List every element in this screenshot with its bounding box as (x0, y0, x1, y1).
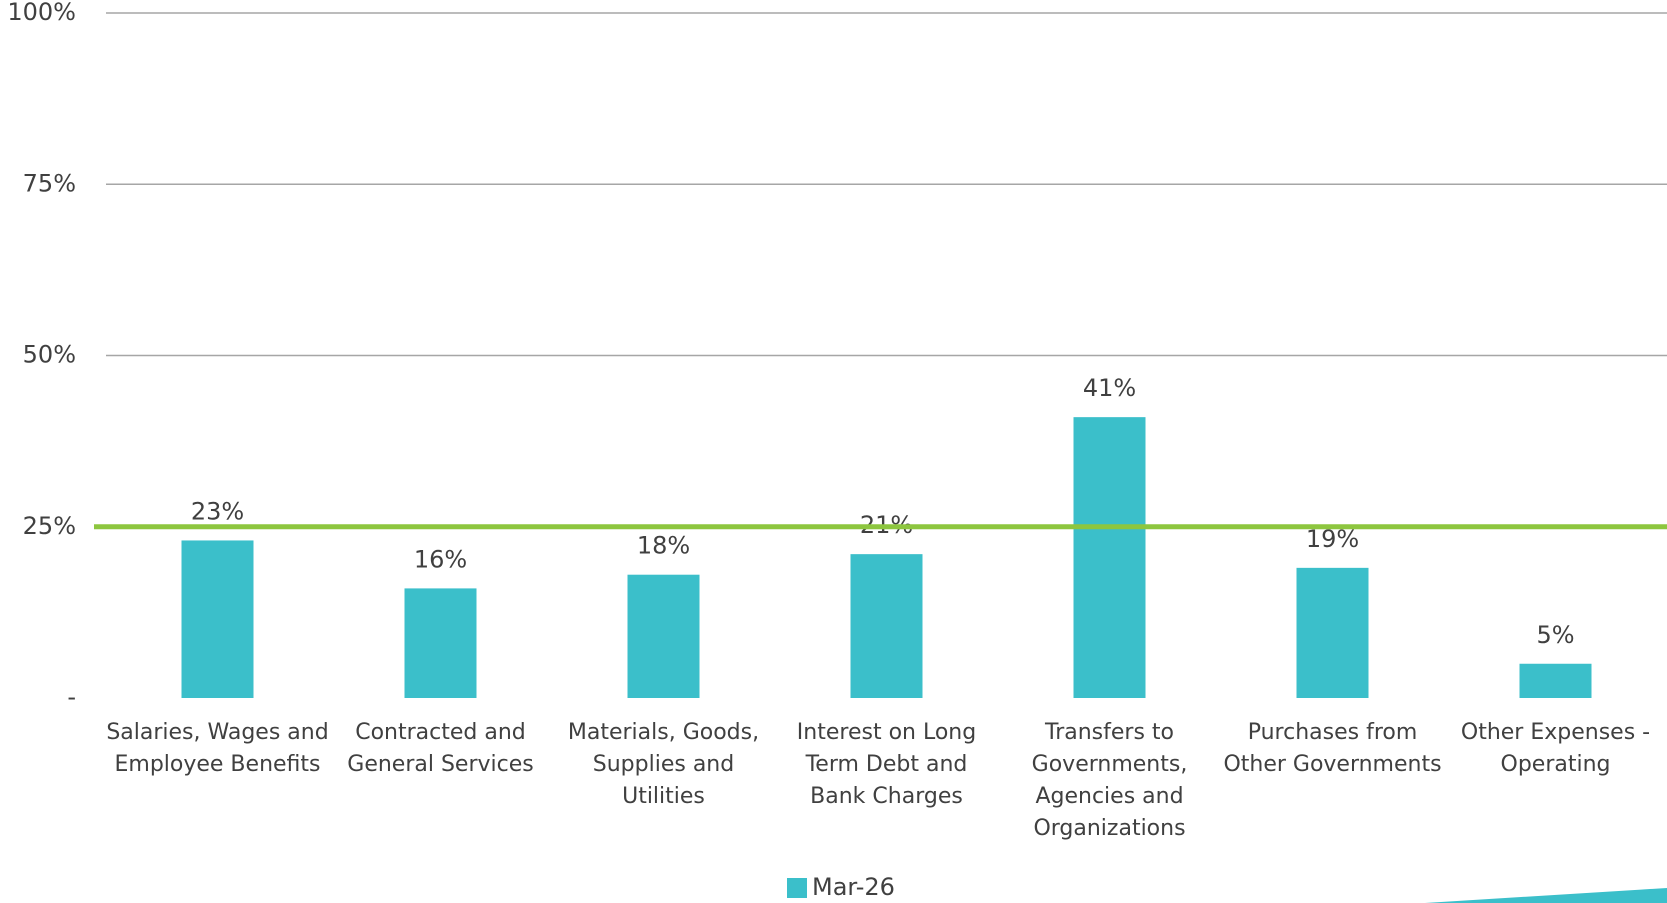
x-tick-label: Interest on Long Term Debt and Bank Char… (796, 720, 977, 809)
data-label: 18% (637, 532, 690, 560)
bar (1296, 567, 1369, 698)
y-tick-label: 75% (23, 169, 76, 197)
decoration (1425, 888, 1667, 903)
data-label: 19% (1306, 525, 1359, 553)
x-tick-label: Materials, Goods, Supplies and Utilities (567, 720, 760, 809)
bar (181, 540, 254, 698)
x-tick-label: Other Expenses - Operating (1460, 720, 1651, 777)
legend-swatch (787, 878, 807, 898)
x-tick-label: Purchases from Other Governments (1223, 720, 1442, 777)
x-tick-label: Transfers to Governments, Agencies and O… (1031, 720, 1188, 841)
bar (850, 554, 923, 698)
bar (1073, 417, 1146, 698)
bar (404, 588, 477, 698)
y-tick-label: 25% (23, 512, 76, 540)
legend-label: Mar-26 (812, 873, 895, 901)
data-label: 5% (1536, 621, 1574, 649)
y-tick-label: 100% (7, 0, 76, 26)
x-tick-label: Contracted and General Services (347, 720, 534, 777)
y-tick-label: - (67, 683, 76, 711)
data-label: 41% (1083, 374, 1136, 402)
x-tick-label: Salaries, Wages and Employee Benefits (106, 720, 329, 777)
bar (1519, 663, 1592, 698)
bar (627, 574, 700, 698)
y-tick-label: 50% (23, 341, 76, 369)
data-label: 16% (414, 545, 467, 573)
data-label: 23% (191, 497, 244, 525)
